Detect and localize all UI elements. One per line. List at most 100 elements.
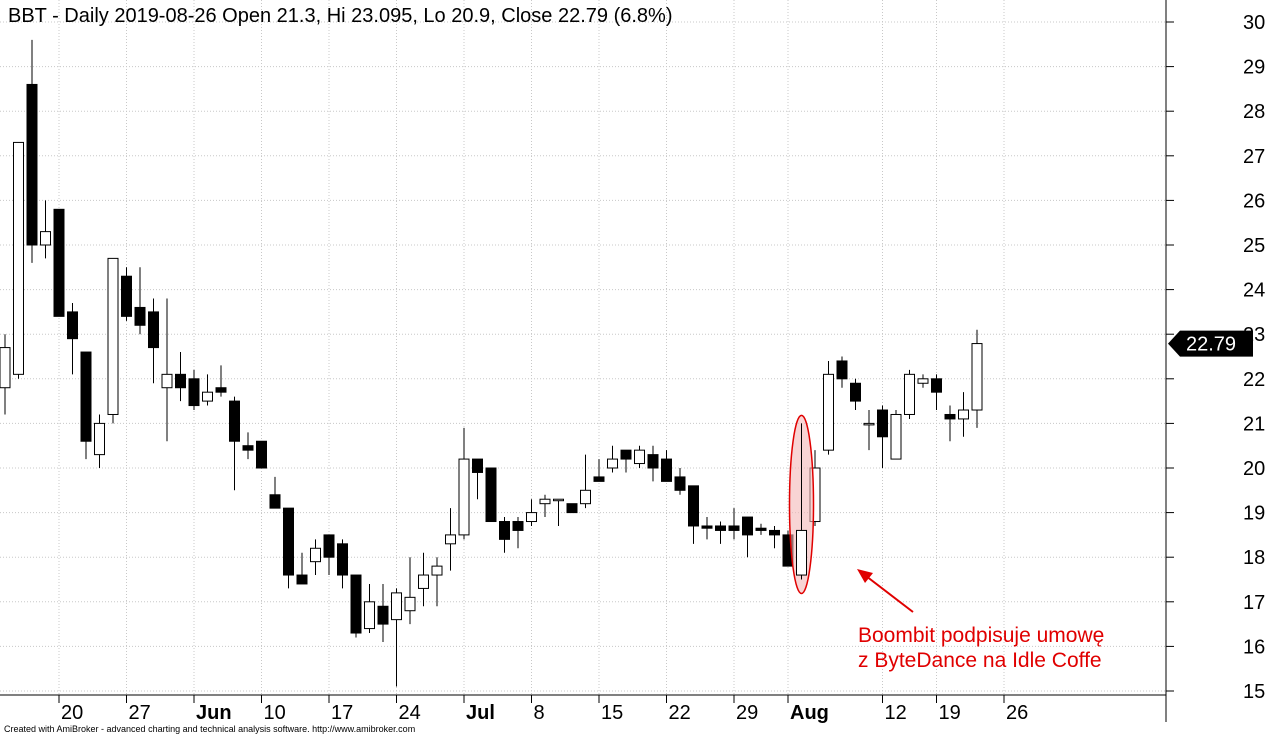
candle-body (607, 458, 618, 469)
y-tick-label: 16 (1243, 636, 1265, 658)
candle-body (472, 458, 483, 473)
y-tick-label: 24 (1243, 280, 1265, 302)
candle-body (688, 485, 699, 527)
candle-body (121, 275, 132, 317)
candle (850, 378, 861, 411)
candle-body (715, 525, 726, 531)
candle (593, 459, 605, 482)
y-tick-label: 22 (1243, 369, 1265, 391)
candle-body (134, 306, 146, 326)
x-tick-label: 20 (61, 702, 83, 724)
candle-body (323, 534, 335, 558)
candle (134, 267, 146, 335)
candle-body (94, 422, 105, 456)
candle (863, 410, 875, 451)
annotation-line-2: z ByteDance na Idle Coffe (858, 649, 1102, 672)
candle-body (175, 373, 186, 389)
candle (944, 405, 956, 442)
candle (971, 329, 983, 428)
candle (458, 427, 470, 540)
candle (580, 454, 591, 509)
candle-body (917, 378, 929, 384)
x-tick-label: 27 (129, 702, 151, 724)
x-tick-label: 15 (601, 702, 623, 724)
candle (13, 141, 24, 379)
candle (674, 468, 686, 495)
candle-body (526, 512, 537, 523)
candle (296, 552, 308, 585)
chart-title: BBT - Daily 2019-08-26 Open 21.3, Hi 23.… (8, 5, 672, 27)
candle (526, 499, 537, 526)
x-tick-label: Jun (196, 702, 232, 724)
candle (836, 356, 848, 388)
candle-body (647, 454, 659, 469)
x-tick-label: Jul (466, 702, 495, 724)
candle-body (620, 449, 632, 460)
candle-body (836, 360, 848, 380)
x-tick-label: 19 (939, 702, 961, 724)
x-tick-label: 12 (885, 702, 907, 724)
candle-body (269, 494, 281, 509)
candle-body (904, 373, 915, 415)
candle (917, 374, 929, 388)
credits-text: Created with AmiBroker - advanced charti… (4, 724, 415, 734)
candle-body (107, 257, 119, 415)
candle-body (863, 422, 875, 426)
candle (728, 508, 740, 540)
candle (269, 476, 281, 509)
y-tick-label: 19 (1243, 503, 1265, 525)
candle-body (850, 382, 861, 402)
candle (188, 369, 200, 411)
candle-body (404, 596, 416, 612)
x-tick-label: 22 (669, 702, 691, 724)
candle (40, 200, 51, 259)
candle-body (40, 231, 51, 246)
candle (202, 374, 213, 406)
candle (283, 507, 294, 589)
candle (539, 494, 551, 518)
candle (512, 517, 524, 549)
candle (688, 485, 699, 544)
candle (701, 517, 713, 540)
candle-body (67, 311, 78, 340)
candle-body (593, 476, 605, 482)
candle-body (580, 489, 591, 505)
x-axis-ticks: 20 27 Jun 10 17 24 Jul 8 15 22 29 Aug 12 19 26 (58, 695, 1028, 724)
candle-body (377, 605, 389, 625)
candle (310, 539, 321, 576)
y-tick-label: 15 (1243, 681, 1265, 703)
candle-body (553, 498, 564, 502)
candle-body (944, 413, 956, 420)
candle (364, 583, 375, 634)
candle (26, 39, 38, 263)
grid (0, 0, 1166, 695)
candle-body (445, 534, 456, 545)
candle (148, 298, 159, 384)
candle-body (242, 445, 254, 451)
y-tick-label: 26 (1243, 190, 1265, 212)
candle-body (80, 351, 92, 442)
candle (242, 432, 254, 460)
candle-body (148, 311, 159, 349)
candle (67, 302, 78, 375)
candle (647, 445, 659, 482)
candle-body (458, 458, 470, 536)
candle-body (391, 592, 402, 621)
candle (215, 365, 227, 397)
candle-body (256, 440, 267, 469)
candle-body (755, 527, 767, 531)
candle-body (566, 503, 578, 514)
candle (472, 458, 483, 500)
candle (350, 574, 362, 638)
candle (661, 450, 672, 482)
candle-body (0, 347, 11, 389)
candle (161, 298, 173, 442)
highlighted-candle-body (796, 529, 807, 576)
candle (418, 552, 429, 607)
y-tick-label: 29 (1243, 57, 1265, 79)
candle-body (499, 521, 510, 540)
candle-body (512, 521, 524, 531)
candle-body (215, 387, 227, 393)
